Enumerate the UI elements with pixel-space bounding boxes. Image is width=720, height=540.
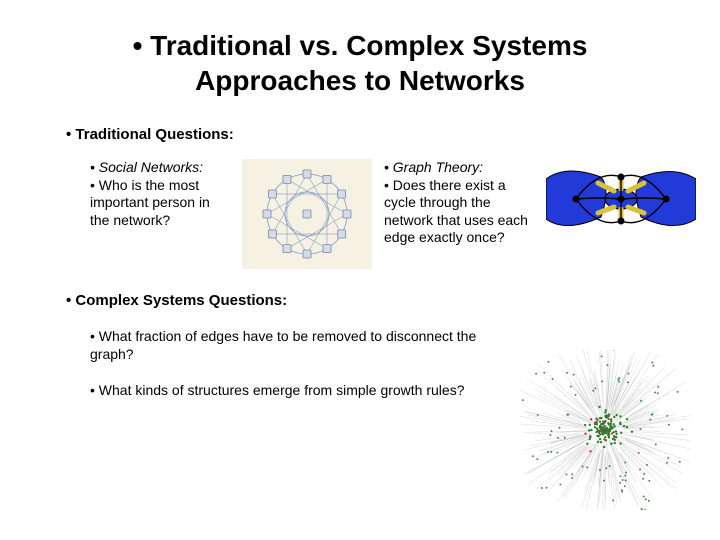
left-heading: • Social Networks: xyxy=(90,159,230,177)
subheading-complex: • Complex Systems Questions: xyxy=(0,292,720,309)
right-text-block: • Graph Theory: • Does there exist a cyc… xyxy=(384,159,534,247)
subheading-traditional: • Traditional Questions: xyxy=(0,126,720,143)
two-column-row: • Social Networks: • Who is the most imp… xyxy=(0,159,720,274)
title-line-1: • Traditional vs. Complex Systems xyxy=(133,30,588,61)
circle-network-icon xyxy=(242,159,372,274)
left-text-block: • Social Networks: • Who is the most imp… xyxy=(90,159,230,229)
left-body: • Who is the most important person in th… xyxy=(90,177,230,230)
scatter-network-icon xyxy=(520,350,690,510)
right-heading: • Graph Theory: xyxy=(384,159,534,177)
bridges-graph-icon xyxy=(546,159,696,244)
right-body: • Does there exist a cycle through the n… xyxy=(384,177,534,247)
title-line-2: Approaches to Networks xyxy=(195,65,525,96)
slide-title: • Traditional vs. Complex Systems Approa… xyxy=(0,0,720,98)
